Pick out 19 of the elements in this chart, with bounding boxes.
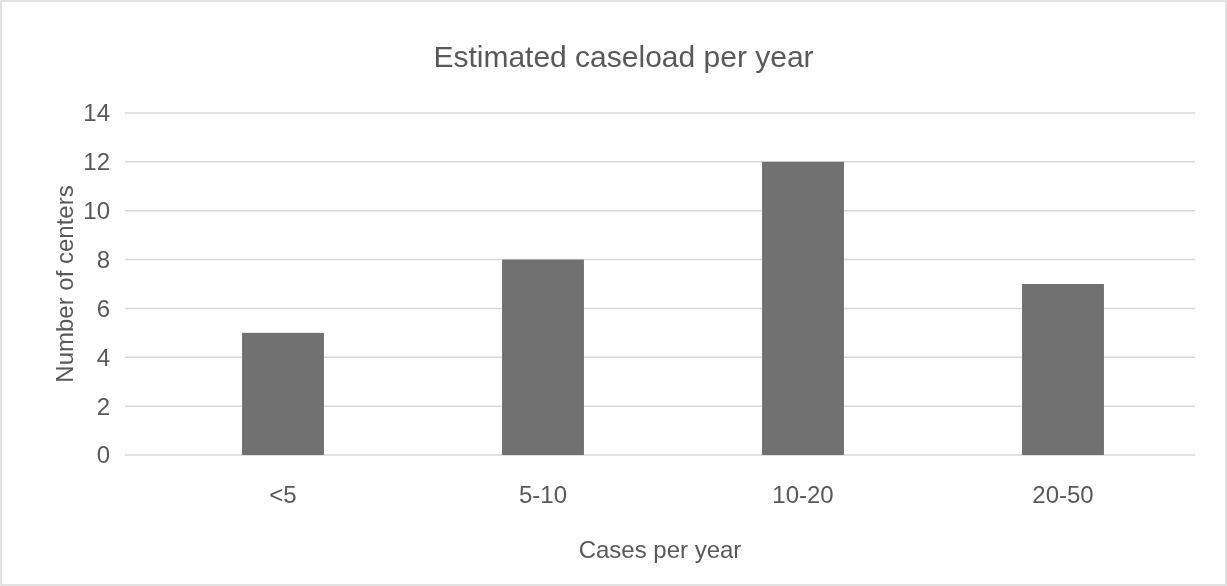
chart-title: Estimated caseload per year xyxy=(433,40,814,73)
y-tick-label: 8 xyxy=(96,245,110,273)
y-axis-title: Number of centers xyxy=(51,185,78,383)
y-tick-label: 4 xyxy=(96,343,110,371)
bar xyxy=(242,332,324,455)
y-tick-label: 14 xyxy=(83,99,110,127)
y-tick-label: 10 xyxy=(83,197,110,225)
y-tick-label: 0 xyxy=(96,441,110,469)
bar xyxy=(502,259,584,455)
x-tick-label: 10-20 xyxy=(772,481,834,508)
x-tick-label: 5-10 xyxy=(518,481,568,508)
y-tick-label: 6 xyxy=(96,294,110,322)
bar xyxy=(1022,284,1104,455)
bar xyxy=(762,161,844,455)
y-tick-label: 2 xyxy=(96,392,110,420)
x-axis-title: Cases per year xyxy=(578,536,742,563)
y-tick-label: 12 xyxy=(83,148,110,176)
x-tick-label: <5 xyxy=(269,481,297,508)
x-tick-label: 20-50 xyxy=(1032,481,1094,508)
